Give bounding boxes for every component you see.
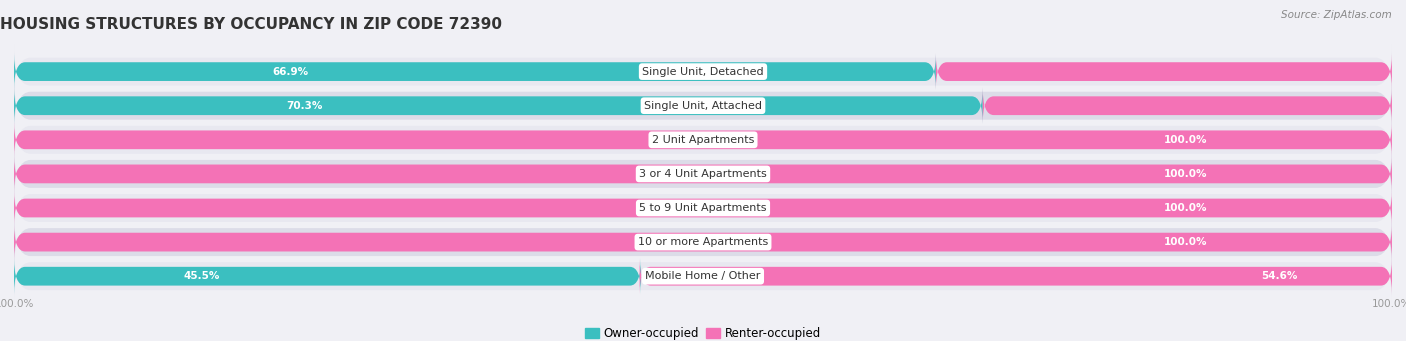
Text: Single Unit, Attached: Single Unit, Attached [644,101,762,111]
FancyBboxPatch shape [14,190,1392,226]
FancyBboxPatch shape [14,215,1392,269]
Text: 3 or 4 Unit Apartments: 3 or 4 Unit Apartments [640,169,766,179]
FancyBboxPatch shape [0,129,14,151]
Text: 70.3%: 70.3% [287,101,323,111]
Text: 5 to 9 Unit Apartments: 5 to 9 Unit Apartments [640,203,766,213]
FancyBboxPatch shape [14,122,1392,158]
Text: 66.9%: 66.9% [273,66,309,77]
Text: 54.6%: 54.6% [1261,271,1298,281]
FancyBboxPatch shape [983,88,1392,124]
FancyBboxPatch shape [936,54,1392,90]
FancyBboxPatch shape [14,45,1392,99]
Text: 10 or more Apartments: 10 or more Apartments [638,237,768,247]
Text: 100.0%: 100.0% [1164,203,1206,213]
Text: Source: ZipAtlas.com: Source: ZipAtlas.com [1281,10,1392,20]
Text: 100.0%: 100.0% [1164,169,1206,179]
FancyBboxPatch shape [14,258,641,294]
FancyBboxPatch shape [0,197,14,219]
Text: HOUSING STRUCTURES BY OCCUPANCY IN ZIP CODE 72390: HOUSING STRUCTURES BY OCCUPANCY IN ZIP C… [0,16,502,31]
FancyBboxPatch shape [14,147,1392,201]
Text: Single Unit, Detached: Single Unit, Detached [643,66,763,77]
FancyBboxPatch shape [640,258,1392,294]
FancyBboxPatch shape [0,163,14,185]
Text: Mobile Home / Other: Mobile Home / Other [645,271,761,281]
FancyBboxPatch shape [14,224,1392,260]
FancyBboxPatch shape [0,231,14,253]
FancyBboxPatch shape [14,113,1392,167]
Text: 100.0%: 100.0% [1164,237,1206,247]
FancyBboxPatch shape [14,249,1392,303]
FancyBboxPatch shape [14,79,1392,133]
Legend: Owner-occupied, Renter-occupied: Owner-occupied, Renter-occupied [579,322,827,341]
FancyBboxPatch shape [14,54,936,90]
Text: 2 Unit Apartments: 2 Unit Apartments [652,135,754,145]
Text: 45.5%: 45.5% [184,271,221,281]
FancyBboxPatch shape [14,181,1392,235]
FancyBboxPatch shape [14,88,983,124]
Text: 100.0%: 100.0% [1164,135,1206,145]
FancyBboxPatch shape [14,156,1392,192]
